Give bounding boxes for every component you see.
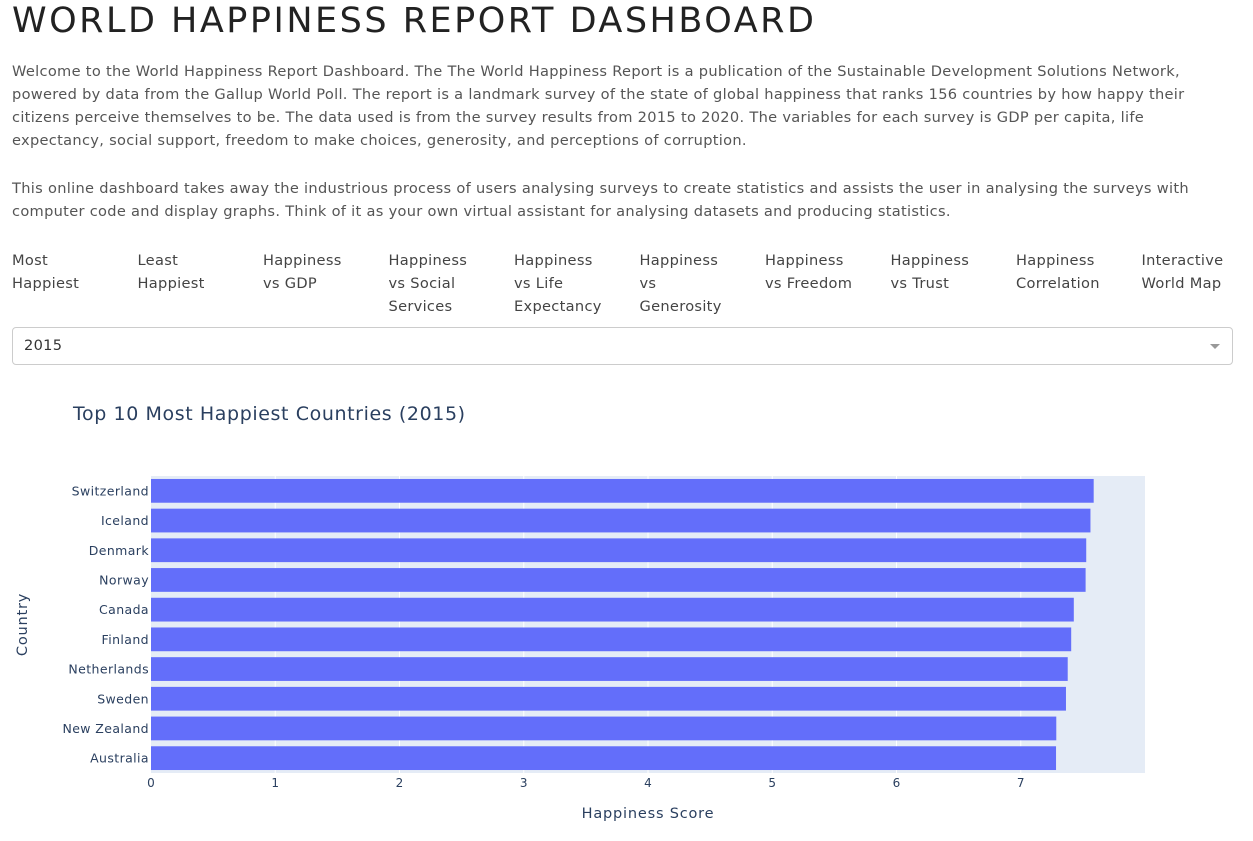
x-tick-label: 1 — [271, 776, 279, 790]
tab-label-line: vs Freedom — [765, 275, 853, 292]
y-tick-label: Finland — [102, 632, 149, 647]
tab-label-line: Happiness — [639, 252, 719, 269]
x-tick-label: 3 — [520, 776, 528, 790]
tab-label-line: Expectancy — [514, 298, 602, 315]
bars — [151, 478, 1094, 771]
tab-label-line: Generosity — [639, 298, 722, 315]
happiest-countries-chart: Top 10 Most Happiest Countries (2015) Sw… — [15, 403, 1145, 822]
tab-label-line: vs GDP — [263, 275, 318, 292]
tab-label-line: vs Life — [514, 275, 564, 292]
tab-label-line: Happiest — [12, 275, 80, 292]
tab-happiness-vs-generosity[interactable]: Happiness vs Generosity — [640, 249, 766, 321]
tab-label-line: Services — [388, 298, 453, 315]
year-dropdown[interactable]: 2015 — [12, 327, 1233, 365]
tab-happiness-vs-social-services[interactable]: Happiness vs Social Services — [389, 249, 515, 321]
bar-canada[interactable] — [151, 597, 1074, 622]
y-tick-label: Iceland — [101, 513, 149, 528]
bar-switzerland[interactable] — [151, 478, 1094, 503]
x-tick-label: 6 — [893, 776, 901, 790]
y-tick-label: Switzerland — [72, 483, 149, 498]
tab-label-line: Happiness — [765, 252, 844, 269]
tab-most-happiest[interactable]: Most Happiest — [12, 249, 138, 321]
y-tick-label: Denmark — [89, 543, 150, 558]
year-dropdown-value: 2015 — [24, 337, 63, 354]
x-tick-label: 0 — [147, 776, 155, 790]
tab-label-line: Happiness — [1016, 252, 1095, 269]
bar-denmark[interactable] — [151, 538, 1087, 563]
tab-label-line: Least — [137, 252, 179, 269]
bar-finland[interactable] — [151, 627, 1072, 652]
tab-happiness-vs-freedom[interactable]: Happiness vs Freedom — [765, 249, 891, 321]
tab-label-line: Interactive — [1141, 252, 1224, 269]
y-tick-label: Norway — [99, 572, 149, 587]
bar-norway[interactable] — [151, 568, 1086, 592]
tab-happiness-correlation[interactable]: Happiness Correlation — [1016, 249, 1142, 321]
tab-happiness-vs-trust[interactable]: Happiness vs Trust — [891, 249, 1017, 321]
bar-sweden[interactable] — [151, 686, 1066, 711]
bar-iceland[interactable] — [151, 508, 1091, 533]
tab-label-line: vs Social — [388, 275, 456, 292]
y-tick-label: Canada — [99, 602, 149, 617]
x-tick-label: 5 — [768, 776, 776, 790]
bar-australia[interactable] — [151, 746, 1057, 771]
x-tick-label: 2 — [396, 776, 404, 790]
tab-label-line: Correlation — [1016, 275, 1100, 292]
tab-label-line: Happiness — [890, 252, 970, 269]
tab-happiness-vs-life-expectancy[interactable]: Happiness vs Life Expectancy — [514, 249, 640, 321]
y-tick-label: New Zealand — [62, 721, 149, 736]
tab-label-line: Happiness — [263, 252, 342, 269]
intro-paragraph-1: Welcome to the World Happiness Report Da… — [12, 63, 1185, 149]
page-title: WORLD HAPPINESS REPORT DASHBOARD — [12, 1, 817, 41]
tab-label-line: World Map — [1141, 275, 1222, 292]
nav-tabs: Most Happiest Least Happiest Happiness vs GDP… — [12, 249, 1252, 321]
bar-new-zealand[interactable] — [151, 716, 1057, 741]
chart-title: Top 10 Most Happiest Countries (2015) — [72, 403, 466, 425]
bar-netherlands[interactable] — [151, 657, 1068, 681]
x-tick-label: 4 — [644, 776, 652, 790]
x-tick-labels: 0 1 2 3 4 5 6 7 — [147, 776, 1024, 790]
x-axis-title: Happiness Score — [582, 806, 715, 822]
tab-label-line: Happiest — [137, 275, 205, 292]
y-tick-label: Australia — [90, 751, 149, 766]
y-axis-title: Country — [15, 593, 31, 656]
y-tick-labels: Switzerland Iceland Denmark Norway Canada Fin… — [62, 483, 150, 766]
tab-interactive-world-map[interactable]: Interactive World Map — [1142, 249, 1253, 321]
tab-label-line: Happiness — [388, 252, 468, 269]
intro-paragraph-2: This online dashboard takes away the ind… — [12, 180, 1189, 220]
tab-least-happiest[interactable]: Least Happiest — [138, 249, 264, 321]
tab-label-line: vs Trust — [890, 275, 950, 292]
y-tick-label: Netherlands — [68, 662, 149, 677]
tab-happiness-vs-gdp[interactable]: Happiness vs GDP — [263, 249, 389, 321]
tab-label-line: Happiness — [514, 252, 593, 269]
tab-label-line: Most — [12, 252, 49, 269]
x-tick-label: 7 — [1017, 776, 1025, 790]
y-tick-label: Sweden — [97, 691, 149, 706]
chevron-down-icon[interactable] — [1210, 344, 1220, 349]
tab-label-line: vs — [639, 275, 657, 292]
